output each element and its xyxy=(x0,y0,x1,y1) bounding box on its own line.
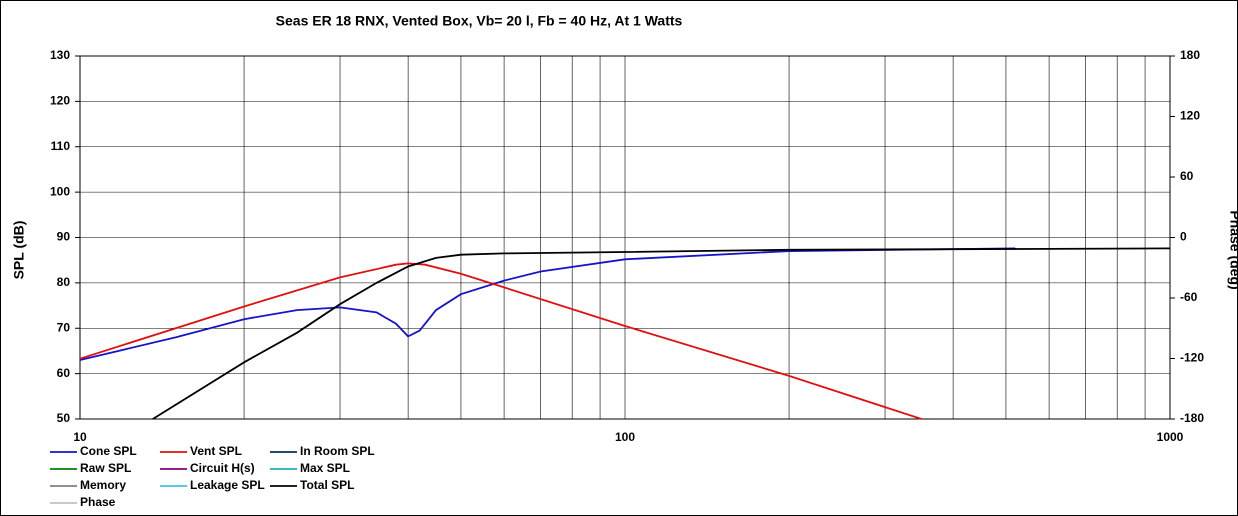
y2-tick-label: 0 xyxy=(1180,230,1187,244)
legend-label: Memory xyxy=(80,478,126,492)
y2-tick-label: 180 xyxy=(1180,48,1200,62)
y-tick-label: 110 xyxy=(51,139,71,153)
x-tick-label: 1000 xyxy=(1157,430,1184,444)
legend-label: Max SPL xyxy=(300,461,350,475)
legend-label: Cone SPL xyxy=(80,444,137,458)
series-line xyxy=(152,247,1171,420)
legend-label: Total SPL xyxy=(300,478,354,492)
y-tick-label: 60 xyxy=(57,366,71,380)
y-tick-label: 130 xyxy=(50,48,70,62)
legend-label: Circuit H(s) xyxy=(190,461,255,475)
legend-label: Leakage SPL xyxy=(190,478,265,492)
y-tick-label: 80 xyxy=(57,275,71,289)
y-axis-label: SPL (dB) xyxy=(11,221,27,280)
plot-border xyxy=(79,55,1171,420)
y-tick-label: 90 xyxy=(57,230,71,244)
y2-tick-label: -120 xyxy=(1180,351,1204,365)
x-tick-label: 100 xyxy=(615,430,635,444)
y2-tick-label: 120 xyxy=(1180,109,1200,123)
y-tick-label: 50 xyxy=(57,411,71,425)
x-tick-label: 10 xyxy=(73,430,87,444)
legend-label: Phase xyxy=(80,495,116,509)
chart-title: Seas ER 18 RNX, Vented Box, Vb= 20 l, Fb… xyxy=(276,13,683,29)
series-line xyxy=(79,262,922,420)
y-tick-label: 100 xyxy=(50,184,70,198)
y2-tick-label: 60 xyxy=(1180,169,1194,183)
y-tick-label: 70 xyxy=(57,320,71,334)
legend-label: Raw SPL xyxy=(80,461,131,475)
y-tick-label: 120 xyxy=(50,94,70,108)
y2-axis-label: Phase (deg) xyxy=(1227,210,1238,289)
y2-tick-label: -180 xyxy=(1180,411,1204,425)
legend-label: Vent SPL xyxy=(190,444,242,458)
series-line xyxy=(79,247,1016,361)
y2-tick-label: -60 xyxy=(1180,290,1198,304)
legend-label: In Room SPL xyxy=(300,444,375,458)
